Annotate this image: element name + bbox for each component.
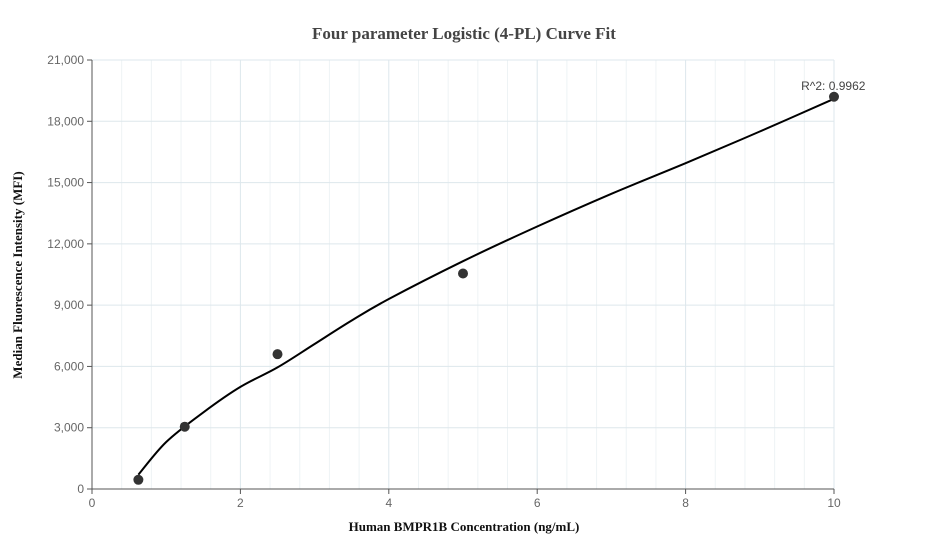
y-tick-label: 12,000 [47, 237, 84, 251]
x-tick-label: 8 [682, 496, 689, 510]
y-tick-label: 9,000 [54, 298, 84, 312]
data-point[interactable] [829, 91, 839, 102]
x-tick-label: 4 [385, 496, 392, 510]
axes [91, 60, 834, 490]
chart-title: Four parameter Logistic (4-PL) Curve Fit [312, 24, 616, 43]
fit-layer [137, 97, 835, 476]
y-tick-label: 15,000 [47, 176, 84, 190]
y-tick-label: 0 [77, 482, 84, 496]
x-tick-label: 2 [237, 496, 244, 510]
y-tick-label: 6,000 [54, 359, 84, 373]
fit-curve [137, 97, 835, 476]
grid [92, 59, 835, 489]
y-tick-label: 3,000 [54, 421, 84, 435]
x-axis-title: Human BMPR1B Concentration (ng/mL) [349, 519, 580, 534]
data-point[interactable] [133, 474, 144, 485]
ticks: 0 2 4 6 8 10 0 3,000 6,000 9,000 12,000 15,000 18,00… [47, 53, 841, 510]
x-tick-label: 0 [89, 496, 96, 510]
data-points [133, 91, 839, 485]
data-point[interactable] [272, 349, 283, 360]
x-tick-label: 10 [827, 496, 841, 510]
y-axis-title: Median Fluorescence Intensity (MFI) [10, 171, 25, 378]
y-tick-label: 21,000 [47, 53, 84, 67]
y-tick-label: 18,000 [47, 114, 84, 128]
r-squared-annotation: R^2: 0.9962 [801, 79, 866, 93]
x-tick-label: 6 [534, 496, 541, 510]
data-point[interactable] [179, 421, 190, 432]
data-point[interactable] [458, 268, 468, 279]
